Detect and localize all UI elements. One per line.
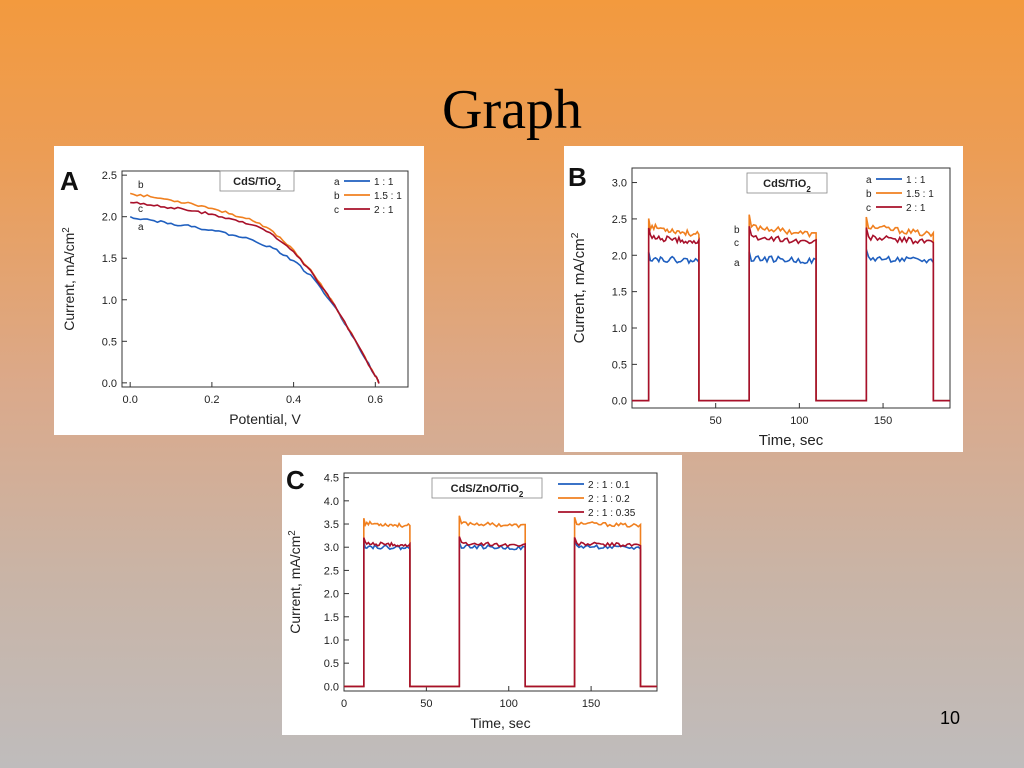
chart-title-box (219, 170, 295, 192)
x-tick-label: 100 (500, 698, 518, 710)
legend-label: 1 : 1 (374, 177, 394, 188)
chart-title-box (431, 477, 543, 499)
y-tick-label: 0.0 (324, 681, 339, 693)
legend-tag: b (334, 191, 340, 202)
x-tick-label: 0.2 (204, 394, 219, 406)
plot-frame (343, 472, 658, 692)
curve-tag: a (138, 222, 144, 233)
y-axis-label: Current, mA/cm2 (287, 530, 304, 633)
chart-title: CdS/ZnO/TiO2 (451, 483, 524, 499)
legend-label: 2 : 1 : 0.1 (588, 480, 630, 491)
legend-label: 2 : 1 : 0.35 (588, 508, 636, 519)
y-axis-label: Current, mA/cm2 (569, 232, 588, 343)
chart-b-svg: B 0.0 0.5 1.0 1.5 2.0 2.5 3.0 50 100 150 Time, sec C… (568, 162, 951, 449)
y-tick-label: 2.5 (612, 214, 627, 226)
x-tick-label: 0.6 (368, 394, 383, 406)
y-tick-label: 1.0 (324, 635, 339, 647)
legend-label: 2 : 1 (906, 203, 926, 214)
y-tick-label: 1.0 (612, 323, 627, 335)
y-tick-label: 2.5 (324, 565, 339, 577)
y-tick-label: 4.5 (324, 473, 339, 485)
plot-frame (121, 170, 409, 388)
chart-panel-b: B 0.0 0.5 1.0 1.5 2.0 2.5 3.0 50 100 150 Time, sec C… (564, 146, 963, 452)
x-tick-label: 0 (341, 698, 347, 710)
series-line-c (130, 201, 380, 384)
chart-panel-c: C 0.0 0.5 1.0 1.5 2.0 2.5 3.0 3.5 4.0 4.5 0 50 100 150… (282, 455, 682, 735)
x-tick-label: 50 (710, 415, 722, 427)
legend-label: 1 : 1 (906, 175, 926, 186)
y-tick-label: 0.0 (102, 378, 117, 390)
y-tick-label: 1.5 (324, 612, 339, 624)
y-axis-label: Current, mA/cm2 (61, 227, 78, 330)
x-tick-label: 0.0 (123, 394, 138, 406)
x-tick-label: 0.4 (286, 394, 301, 406)
x-axis-label: Time, sec (759, 432, 824, 449)
y-tick-label: 0.0 (612, 396, 627, 408)
chart-panel-a: A 0.0 0.5 1.0 1.5 2.0 2.5 0.0 0.2 0.4 0.6 Potential… (54, 146, 424, 435)
x-tick-label: 150 (582, 698, 600, 710)
x-axis-label: Potential, V (229, 411, 301, 427)
panel-letter: A (60, 166, 79, 196)
series-line-a (129, 215, 380, 384)
y-tick-label: 4.0 (324, 496, 339, 508)
y-tick-label: 2.0 (324, 589, 339, 601)
chart-c-svg: C 0.0 0.5 1.0 1.5 2.0 2.5 3.0 3.5 4.0 4.5 0 50 100 150… (286, 465, 658, 731)
curve-tag: b (734, 225, 740, 236)
legend-tag: b (866, 189, 872, 200)
slide-title: Graph (442, 79, 582, 141)
y-tick-label: 2.0 (102, 212, 117, 224)
curve-tag: c (734, 238, 739, 249)
chart-a-svg: A 0.0 0.5 1.0 1.5 2.0 2.5 0.0 0.2 0.4 0.6 Potential… (60, 166, 409, 427)
x-tick-label: 100 (790, 415, 808, 427)
series-line-0 (344, 540, 657, 688)
legend-label: 2 : 1 (374, 205, 394, 216)
x-tick-label: 150 (874, 415, 892, 427)
y-tick-label: 2.0 (612, 250, 627, 262)
x-tick-label: 50 (420, 698, 432, 710)
y-tick-label: 3.5 (324, 519, 339, 531)
panel-letter: C (286, 465, 305, 495)
page-number: 10 (939, 708, 960, 728)
y-tick-label: 0.5 (612, 359, 627, 371)
chart-title: CdS/TiO2 (763, 178, 811, 194)
legend-label: 1.5 : 1 (374, 191, 402, 202)
chart-title-box (746, 172, 828, 194)
y-tick-label: 1.5 (612, 287, 627, 299)
y-tick-label: 0.5 (324, 658, 339, 670)
y-tick-label: 1.0 (102, 295, 117, 307)
y-tick-label: 3.0 (324, 542, 339, 554)
series-line-a (632, 249, 950, 402)
curve-tag: c (138, 204, 143, 215)
legend-tag: c (334, 205, 339, 216)
chart-title: CdS/TiO2 (233, 176, 281, 192)
curve-tag: b (138, 180, 144, 191)
legend-tag: a (334, 177, 340, 188)
legend-label: 1.5 : 1 (906, 189, 934, 200)
y-tick-label: 3.0 (612, 178, 627, 190)
series-line-b (632, 214, 950, 402)
y-tick-label: 1.5 (102, 253, 117, 265)
series-line-b (129, 192, 380, 384)
plot-frame (631, 167, 951, 409)
panel-letter: B (568, 162, 587, 192)
y-tick-label: 2.5 (102, 170, 117, 182)
series-line-2 (344, 536, 657, 688)
series-line-c (632, 226, 950, 402)
legend-tag: c (866, 203, 871, 214)
legend-tag: a (866, 175, 872, 186)
series-line-1 (344, 515, 657, 688)
y-tick-label: 0.5 (102, 336, 117, 348)
legend-label: 2 : 1 : 0.2 (588, 494, 630, 505)
curve-tag: a (734, 258, 740, 269)
x-axis-label: Time, sec (470, 715, 530, 731)
